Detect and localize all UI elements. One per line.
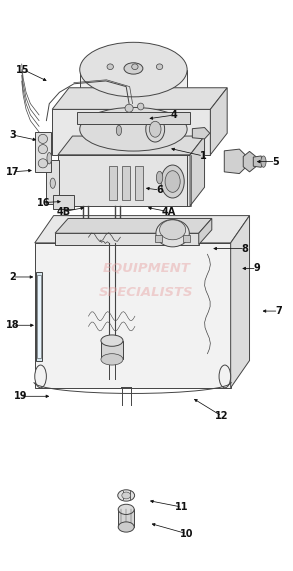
Ellipse shape	[122, 492, 131, 499]
Ellipse shape	[118, 490, 134, 501]
Bar	[109, 166, 117, 200]
Ellipse shape	[118, 522, 134, 532]
Text: SPECIALISTS: SPECIALISTS	[99, 286, 194, 299]
Polygon shape	[52, 110, 210, 155]
Polygon shape	[52, 88, 227, 110]
Bar	[155, 235, 162, 242]
Ellipse shape	[50, 178, 55, 188]
Ellipse shape	[146, 116, 165, 142]
Ellipse shape	[107, 64, 113, 70]
Text: 12: 12	[215, 411, 229, 421]
Ellipse shape	[261, 156, 266, 167]
Polygon shape	[199, 219, 212, 244]
Text: 1: 1	[200, 151, 207, 161]
Ellipse shape	[101, 353, 123, 365]
Polygon shape	[55, 233, 199, 244]
Ellipse shape	[156, 64, 163, 70]
Ellipse shape	[160, 220, 186, 240]
Polygon shape	[35, 132, 51, 172]
Bar	[122, 166, 130, 200]
Text: 10: 10	[180, 529, 194, 539]
Text: EQUIPMENT: EQUIPMENT	[103, 262, 190, 275]
Polygon shape	[80, 70, 187, 129]
Ellipse shape	[35, 365, 46, 388]
Text: 19: 19	[13, 391, 27, 401]
Polygon shape	[58, 155, 190, 206]
Polygon shape	[77, 112, 190, 123]
Polygon shape	[35, 243, 231, 388]
Text: 2: 2	[9, 272, 16, 282]
Text: 18: 18	[6, 320, 19, 330]
Polygon shape	[243, 151, 256, 172]
Polygon shape	[101, 341, 123, 359]
Text: 7: 7	[275, 306, 282, 316]
Polygon shape	[253, 156, 263, 167]
Ellipse shape	[161, 165, 184, 198]
Polygon shape	[35, 216, 250, 243]
Polygon shape	[224, 149, 245, 174]
Ellipse shape	[80, 42, 187, 97]
Ellipse shape	[38, 144, 47, 154]
Bar	[183, 235, 190, 242]
Text: 3: 3	[9, 130, 16, 140]
Ellipse shape	[149, 121, 161, 137]
Polygon shape	[231, 216, 250, 388]
Ellipse shape	[38, 134, 47, 143]
Ellipse shape	[124, 63, 143, 74]
Text: 8: 8	[242, 244, 249, 254]
Text: 5: 5	[272, 156, 279, 167]
Text: 15: 15	[16, 65, 30, 75]
Polygon shape	[58, 136, 205, 155]
Ellipse shape	[38, 159, 47, 168]
Bar	[37, 275, 41, 358]
Polygon shape	[190, 136, 205, 206]
Polygon shape	[118, 509, 134, 527]
Polygon shape	[210, 88, 227, 155]
Ellipse shape	[101, 335, 123, 346]
Bar	[36, 272, 42, 360]
Polygon shape	[193, 127, 210, 139]
Ellipse shape	[137, 103, 144, 110]
Ellipse shape	[165, 171, 180, 192]
Ellipse shape	[118, 504, 134, 514]
Text: 6: 6	[156, 185, 163, 195]
Polygon shape	[46, 160, 59, 204]
Ellipse shape	[47, 152, 52, 164]
Ellipse shape	[132, 64, 138, 70]
Text: 4A: 4A	[161, 207, 176, 216]
Ellipse shape	[116, 125, 122, 135]
Ellipse shape	[219, 365, 231, 388]
Text: 4: 4	[171, 110, 178, 120]
Bar	[135, 166, 143, 200]
Ellipse shape	[156, 220, 189, 247]
Text: 16: 16	[37, 198, 50, 207]
Polygon shape	[55, 219, 212, 233]
Text: 4B: 4B	[57, 207, 71, 216]
Polygon shape	[53, 195, 74, 209]
Ellipse shape	[156, 171, 163, 184]
Text: 11: 11	[175, 502, 189, 512]
Text: 17: 17	[6, 167, 19, 177]
Text: 9: 9	[253, 263, 260, 274]
Ellipse shape	[80, 107, 187, 151]
Ellipse shape	[125, 104, 133, 112]
